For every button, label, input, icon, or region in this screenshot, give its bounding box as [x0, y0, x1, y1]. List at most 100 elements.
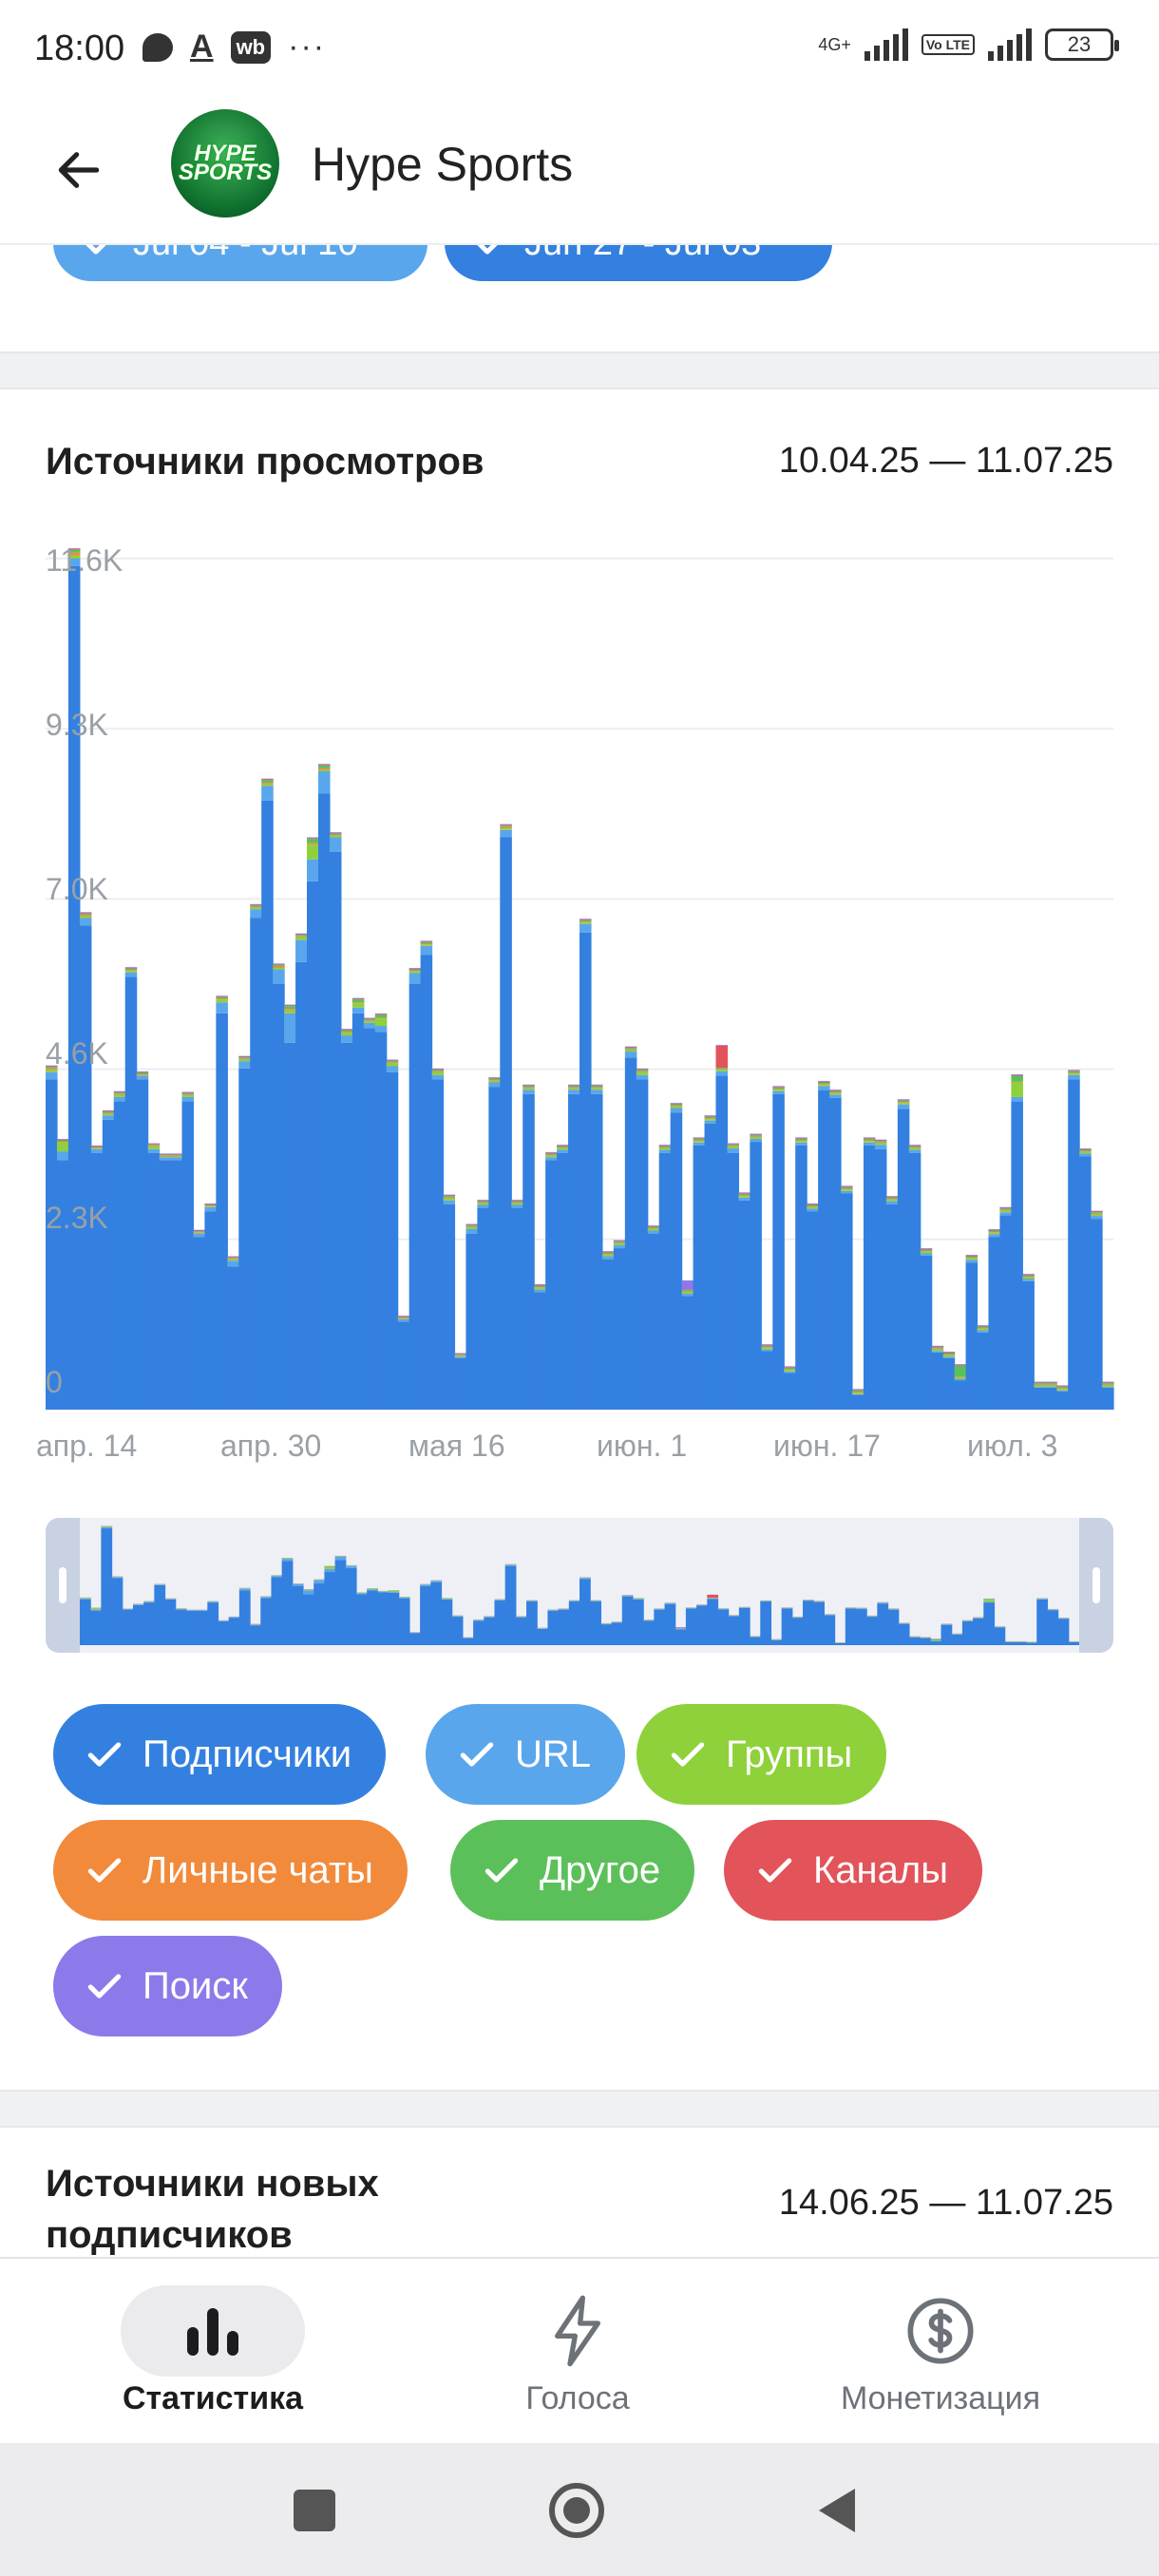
bar-segment [250, 918, 262, 1410]
bar-segment [261, 783, 274, 785]
wb-app-icon: wb [230, 30, 272, 64]
bar-segment [273, 964, 285, 965]
bar-segment [340, 1029, 353, 1031]
bar-segment [193, 1232, 206, 1233]
back-button[interactable] [46, 137, 112, 203]
bar-segment [999, 1210, 1012, 1213]
bar-segment [250, 907, 262, 910]
chip-label: Подписчики [142, 1733, 352, 1775]
bar-segment [632, 1599, 644, 1600]
bar-segment [193, 1231, 206, 1233]
chart-range-navigator[interactable] [46, 1518, 1113, 1653]
bar-segment [1015, 1641, 1027, 1645]
bar-segment [46, 1066, 58, 1068]
home-icon[interactable] [534, 2468, 619, 2553]
chat-bubble-icon [142, 32, 173, 62]
bar-segment [317, 765, 331, 766]
chip-label: Группы [726, 1733, 853, 1775]
bar-segment [363, 1022, 376, 1029]
bar-segment [284, 1004, 296, 1006]
bar-segment [504, 1564, 517, 1566]
bar-segment [632, 1599, 644, 1645]
chip-search[interactable]: Поиск [53, 1936, 282, 2036]
channel-avatar[interactable]: HYPE SPORTS [171, 109, 279, 218]
chip-subscribers[interactable]: Подписчики [53, 1704, 387, 1805]
bar-segment [704, 1116, 717, 1119]
bar-segment [143, 1601, 155, 1603]
bar-segment [303, 1590, 314, 1595]
bar-segment [181, 1096, 195, 1102]
nav-monetization[interactable]: Монетизация [750, 2259, 1130, 2445]
bar-segment [841, 1185, 853, 1187]
arrow-left-icon [58, 152, 100, 188]
bar-segment [908, 1146, 922, 1148]
bar-segment [374, 1026, 388, 1032]
bar-segment [80, 1599, 91, 1645]
bar-segment [851, 1390, 864, 1391]
bar-segment [930, 1638, 942, 1641]
bar-segment [670, 1103, 683, 1105]
bar-segment [154, 1584, 166, 1585]
bar-segment [834, 1642, 846, 1645]
bar-segment [1056, 1385, 1069, 1387]
bar-segment [795, 1140, 808, 1142]
nav-votes[interactable]: Голоса [388, 2259, 768, 2445]
section-divider [0, 2090, 1159, 2128]
bar-segment [1004, 1641, 1016, 1645]
bar-segment [590, 1084, 603, 1086]
bar-segment [363, 1028, 376, 1410]
bar-segment [647, 1228, 660, 1231]
bar-segment [154, 1584, 166, 1645]
navigator-right-handle[interactable] [1079, 1518, 1113, 1653]
bar-segment [314, 1582, 325, 1645]
bar-segment [522, 1086, 535, 1088]
back-triangle-icon[interactable] [794, 2468, 880, 2553]
bar-segment [1056, 1390, 1069, 1392]
chip-private-chats[interactable]: Личные чаты [53, 1820, 408, 1921]
bar-segment [216, 998, 228, 1000]
bar-segment [386, 1059, 399, 1061]
bar-segment [874, 1145, 887, 1149]
bar-segment [307, 838, 319, 840]
bar-segment [636, 1068, 649, 1070]
bar-segment [693, 1138, 706, 1139]
bar-segment [613, 1244, 626, 1249]
bar-segment [295, 937, 308, 940]
bar-segment [908, 1145, 922, 1146]
bar-segment [238, 1057, 251, 1059]
bar-segment [885, 1199, 899, 1201]
check-icon [484, 1858, 519, 1883]
bar-segment [863, 1142, 876, 1146]
bar-segment [261, 784, 274, 786]
chip-groups[interactable]: Группы [636, 1704, 887, 1805]
views-chart[interactable]: 11.6K 9.3K 7.0K 4.6K 2.3K 0 апр. 14 апр.… [0, 532, 1159, 1472]
bar-segment [363, 1021, 376, 1023]
bar-segment [454, 1357, 467, 1410]
chip-other[interactable]: Другое [450, 1820, 695, 1921]
bar-segment [307, 843, 319, 845]
chip-url[interactable]: URL [426, 1704, 626, 1805]
bar-segment [841, 1193, 853, 1410]
bar-segment [1036, 1599, 1049, 1600]
bar-segment [260, 1598, 273, 1645]
bar-segment [770, 1639, 783, 1645]
bar-segment [954, 1365, 967, 1377]
bar-segment [473, 1620, 484, 1645]
nav-statistics[interactable]: Статистика [23, 2259, 403, 2445]
bar-segment [1091, 1214, 1103, 1217]
bar-segment [568, 1086, 580, 1088]
bar-segment [367, 1589, 378, 1591]
bar-segment [352, 1002, 365, 1004]
navigator-left-handle[interactable] [46, 1518, 80, 1653]
bar-segment [193, 1232, 206, 1234]
recent-apps-icon[interactable] [272, 2468, 357, 2553]
bar-segment [345, 1565, 357, 1568]
chip-channels[interactable]: Каналы [724, 1820, 982, 1921]
bar-segment [374, 1032, 388, 1410]
bar-segment [271, 1577, 283, 1645]
bar-segment [738, 1193, 750, 1196]
bar-segment [500, 828, 512, 830]
letter-a-icon: A [190, 28, 214, 65]
bar-segment [340, 1042, 353, 1410]
bar-segment [874, 1143, 887, 1146]
